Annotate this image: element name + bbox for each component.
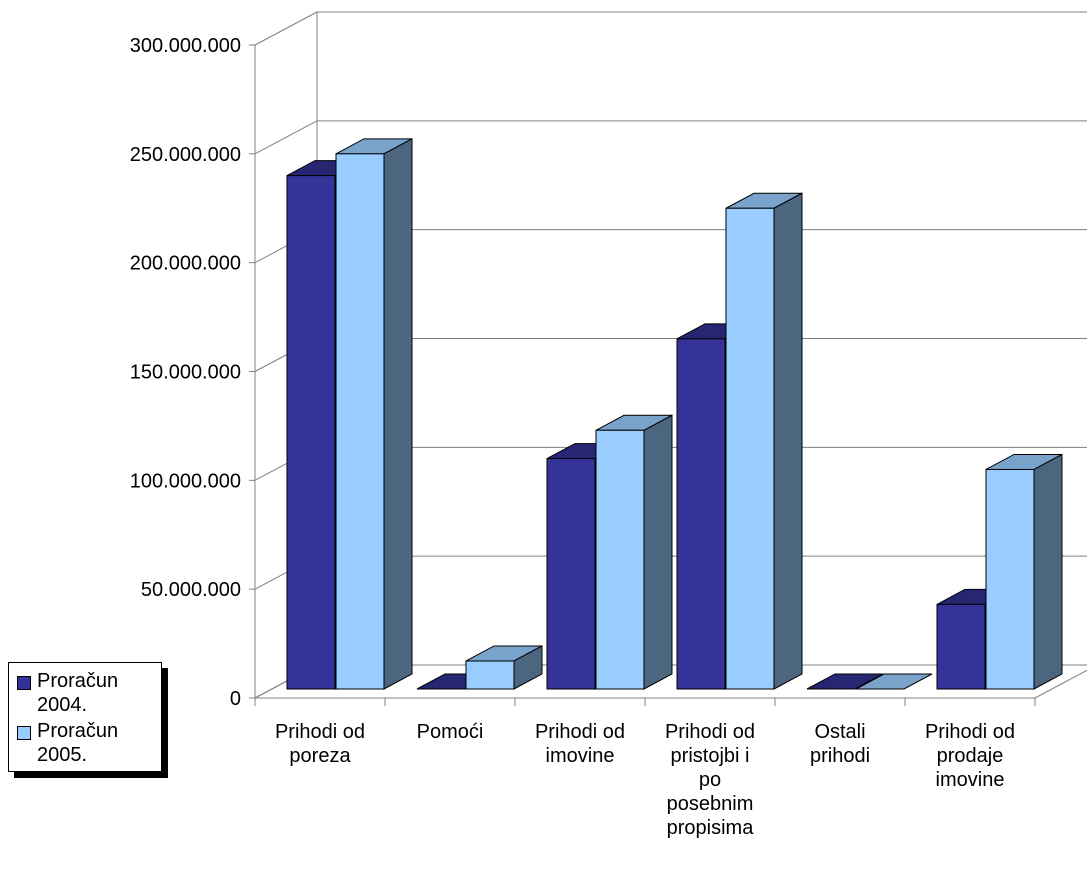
legend-item-2005: Proračun 2005. [17,719,147,767]
y-tick-label: 0 [230,688,241,710]
x-category-label-line: propisima [667,817,755,839]
bar-2005 [725,192,803,690]
x-category-label-line: Pomoći [417,721,484,743]
gridline-diagonal [254,11,318,46]
legend-label-2005-line1: Proračun [37,720,119,742]
x-category-label: Prihodi od prodaje imovine [925,721,1015,791]
bar-2005 [985,453,1063,690]
legend-item-2004: Proračun 2004. [17,669,147,717]
x-category-label: Prihodi od imovine [535,721,625,767]
x-category-label: Pomoći [417,721,484,743]
y-tick-label: 200.000.000 [130,253,241,275]
x-category-label-line: po [699,769,721,791]
x-category-label: Prihodi od pristojbi i po posebnim propisima [665,721,755,839]
x-category-label-line: prihodi [810,745,870,767]
gridline-diagonal [254,120,318,155]
legend-label-2004-line1: Proračun [37,670,119,692]
x-category-label-line: Prihodi od [925,721,1015,743]
bar-2005 [335,137,413,690]
bar-2005 [595,414,673,690]
x-category-label-line: poreza [289,745,351,767]
bars [286,137,1063,690]
x-category-label-line: posebnim [667,793,754,815]
x-category-label-line: imovine [546,745,615,767]
legend-label-2005-line2: 2005. [37,744,88,766]
y-tick-label: 300.000.000 [130,35,241,57]
legend: Proračun 2004. Proračun 2005. [8,662,162,772]
x-category-label-line: prodaje [937,745,1004,767]
x-category-label-line: Ostali [814,721,865,743]
bar-top [855,673,933,690]
legend-swatch-2004 [17,676,31,690]
x-category-label-line: Prihodi od [275,721,365,743]
bar-2005 [465,645,543,690]
x-category-label-line: Prihodi od [665,721,755,743]
legend-label-2004-line2: 2004. [37,694,88,716]
bar-front [985,468,1035,690]
bar-front [546,458,596,690]
bar-side [383,137,413,690]
bar-front [936,603,986,690]
x-category-label: Prihodi od poreza [275,721,365,767]
bar-front [335,153,385,690]
x-category-label-line: imovine [936,769,1005,791]
bar-side [1033,453,1063,690]
bar-front [725,207,775,690]
x-category-label-line: Prihodi od [535,721,625,743]
y-tick-label: 250.000.000 [130,144,241,166]
bar-front [595,429,645,690]
y-tick-label: 100.000.000 [130,470,241,492]
bar-side [773,192,803,690]
bar-front [676,338,726,690]
bar-front [465,660,515,690]
y-tick-label: 150.000.000 [130,362,241,384]
y-tick-label: 50.000.000 [141,579,241,601]
x-category-label-line: pristojbi i [671,745,750,767]
x-category-label: Ostali prihodi [810,721,870,767]
bar-front [286,175,336,690]
legend-swatch-2005 [17,726,31,740]
bar-2005 [855,673,933,690]
bar-side [643,414,673,690]
y-axis-ticks: 0 50.000.000 100.000.000 150.000.000 200.000… [130,35,255,710]
